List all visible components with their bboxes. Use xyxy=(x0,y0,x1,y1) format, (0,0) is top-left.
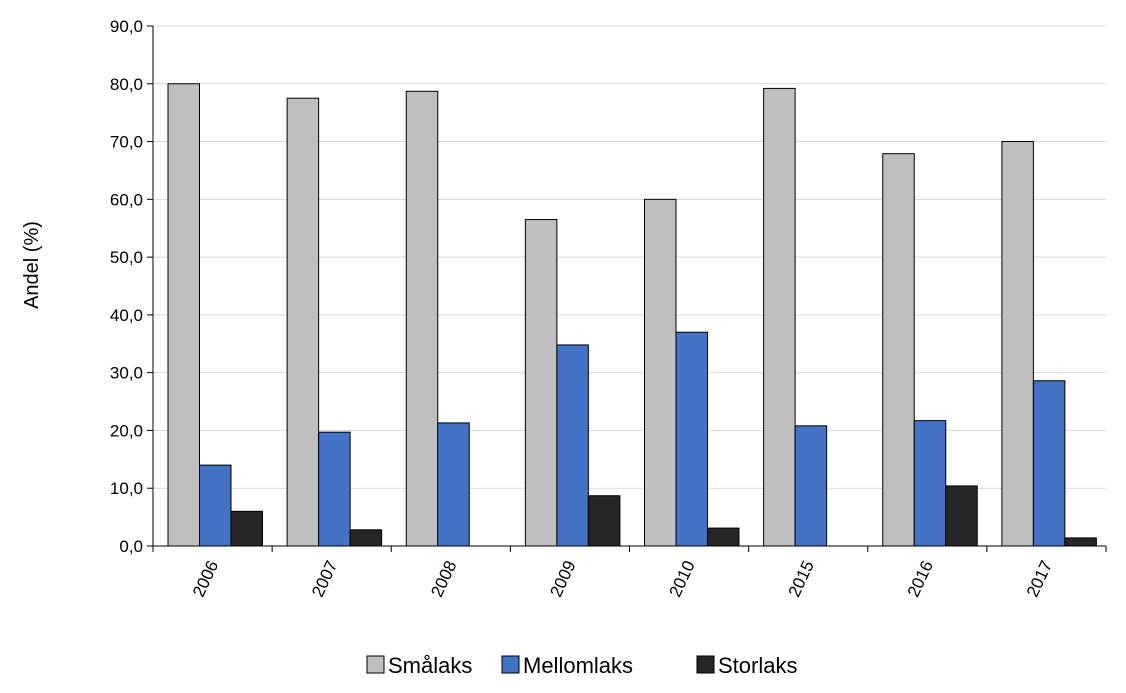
bar-smålaks-2010 xyxy=(644,198,677,547)
bar-storlaks-2009 xyxy=(587,495,621,547)
bar-smålaks-2009 xyxy=(524,219,558,547)
x-tick-label: 2008 xyxy=(427,558,460,600)
x-tick-labels: 2006 2007 2008 2009 2010 2015 2016 2017 xyxy=(189,558,1056,600)
bar-mellomlaks-2017 xyxy=(1032,380,1066,547)
legend-label-smålaks: Smålaks xyxy=(388,653,472,678)
bar-smålaks-2016 xyxy=(882,153,915,547)
legend: Smålaks Mellomlaks Storlaks xyxy=(366,653,797,678)
y-tick-label: 30,0 xyxy=(110,364,143,383)
bar-mellomlaks-2009 xyxy=(556,344,589,547)
legend-swatch-mellomlaks xyxy=(501,655,520,674)
bar-mellomlaks-2007 xyxy=(318,431,351,547)
bar-mellomlaks-2006 xyxy=(199,464,232,547)
y-tick-label: 20,0 xyxy=(110,421,143,440)
bars xyxy=(167,83,1097,547)
bar-mellomlaks-2016 xyxy=(913,420,947,547)
legend-label-mellomlaks: Mellomlaks xyxy=(523,653,633,678)
x-tick-label: 2017 xyxy=(1023,558,1056,600)
legend-swatch-storlaks xyxy=(696,655,715,674)
y-tick-label: 70,0 xyxy=(110,133,143,152)
legend-label-storlaks: Storlaks xyxy=(718,653,797,678)
bar-mellomlaks-2008 xyxy=(437,422,470,547)
bar-smålaks-2006 xyxy=(167,83,200,547)
bar-smålaks-2017 xyxy=(1001,141,1034,547)
bar-storlaks-2007 xyxy=(349,529,383,547)
y-tick-label: 10,0 xyxy=(110,479,143,498)
y-tick-label: 0,0 xyxy=(119,537,143,556)
x-tick-label: 2009 xyxy=(546,558,579,600)
bar-storlaks-2017 xyxy=(1064,537,1097,547)
y-tick-label: 90,0 xyxy=(110,17,143,36)
y-tick-label: 50,0 xyxy=(110,248,143,267)
x-tick-label: 2006 xyxy=(189,558,222,600)
axes xyxy=(147,25,1107,552)
bar-smålaks-2008 xyxy=(405,90,439,547)
x-tick-label: 2007 xyxy=(308,558,341,600)
bar-storlaks-2016 xyxy=(945,485,978,547)
bar-storlaks-2006 xyxy=(230,510,263,547)
y-tick-label: 80,0 xyxy=(110,75,143,94)
y-tick-labels: 0,0 10,0 20,0 30,0 40,0 50,0 60,0 70,0 80,0 90,0 xyxy=(110,17,143,556)
bar-storlaks-2010 xyxy=(707,527,740,547)
bar-mellomlaks-2015 xyxy=(794,425,828,547)
bar-mellomlaks-2010 xyxy=(675,331,708,547)
bar-smålaks-2015 xyxy=(763,87,796,547)
x-tick-label: 2010 xyxy=(665,558,698,600)
x-tick-label: 2016 xyxy=(904,558,937,600)
y-tick-label: 60,0 xyxy=(110,190,143,209)
bar-smålaks-2007 xyxy=(286,97,320,547)
y-tick-label: 40,0 xyxy=(110,306,143,325)
x-tick-label: 2015 xyxy=(785,558,818,600)
y-axis-title: Andel (%) xyxy=(21,221,43,309)
legend-swatch-smålaks xyxy=(366,655,385,674)
